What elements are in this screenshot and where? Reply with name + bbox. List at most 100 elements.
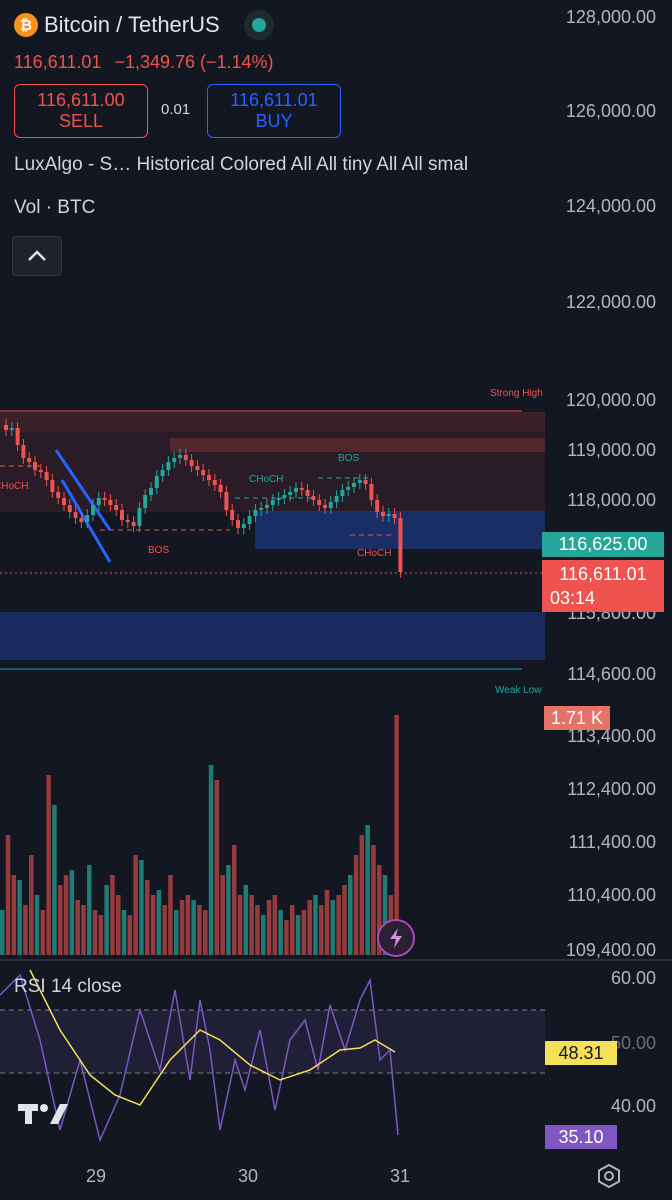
- price-axis-label: 126,000.00: [565, 101, 656, 121]
- candle: [398, 518, 403, 572]
- volume-bar: [63, 875, 69, 955]
- market-status-icon: [251, 18, 266, 32]
- price-axis-label: 110,400.00: [567, 885, 656, 905]
- pair-title[interactable]: Bitcoin / TetherUS: [44, 12, 220, 37]
- choch-label: CHoCH: [357, 548, 392, 559]
- volume-bar: [150, 895, 156, 955]
- candle: [44, 472, 49, 480]
- volume-bar: [98, 915, 104, 955]
- volume-bar: [377, 865, 382, 955]
- sell-price: 116,611.00: [37, 90, 125, 110]
- sell-label: SELL: [58, 111, 104, 131]
- buy-button[interactable]: 116,611.01 BUY: [207, 84, 341, 138]
- volume-bar: [237, 895, 243, 955]
- candle: [282, 495, 287, 498]
- time-axis-label: 30: [238, 1166, 259, 1186]
- candle: [299, 488, 304, 490]
- tradingview-logo-icon: [18, 1104, 68, 1124]
- volume-bar: [319, 905, 324, 955]
- time-axis-label: 31: [390, 1166, 411, 1186]
- volume-bar: [191, 900, 196, 955]
- candle: [27, 458, 32, 462]
- candle: [207, 475, 211, 480]
- volume-tag: 1.71 K: [544, 706, 610, 730]
- candle: [131, 522, 136, 526]
- candle: [56, 492, 61, 498]
- candle: [96, 498, 101, 505]
- strong-high-label: Strong High: [490, 388, 543, 399]
- candle: [137, 508, 142, 526]
- choch-label: CHoCH: [0, 481, 29, 492]
- rsi-legend[interactable]: RSI 14 close: [14, 976, 122, 997]
- price-axis-label: 122,000.00: [565, 292, 656, 312]
- time-axis-label: 29: [86, 1166, 107, 1186]
- price-axis-label: 114,600.00: [567, 664, 656, 684]
- candle: [114, 505, 119, 510]
- candle: [305, 490, 310, 496]
- candle: [21, 445, 26, 458]
- buy-label: BUY: [255, 111, 293, 131]
- candle: [218, 485, 223, 492]
- candle: [108, 500, 113, 505]
- rsi-line: [0, 973, 399, 1143]
- candle: [328, 502, 333, 508]
- luxalgo-indicator-legend[interactable]: LuxAlgo - S… Historical Colored All All …: [14, 154, 469, 175]
- volume-bar: [226, 865, 231, 955]
- sell-button[interactable]: 116,611.00 SELL: [14, 84, 148, 138]
- volume-bar: [272, 895, 278, 955]
- current-price-tag: 116,625.00: [542, 532, 664, 557]
- candle: [212, 480, 217, 485]
- volume-bar: [313, 895, 318, 955]
- chevron-up-icon: [28, 250, 46, 261]
- candle: [236, 520, 240, 528]
- volume-bar: [284, 920, 289, 955]
- last-price-tag: 116,611.01 03:14: [542, 560, 664, 612]
- candle: [323, 505, 327, 508]
- volume-bar: [174, 910, 179, 955]
- candle: [154, 476, 159, 488]
- supply-zone: [0, 412, 545, 432]
- candle: [160, 470, 165, 476]
- volume-bar: [249, 895, 254, 955]
- candle: [15, 428, 20, 445]
- chart-settings-button[interactable]: [596, 1163, 622, 1194]
- candle: [317, 500, 322, 505]
- volume-bar: [46, 775, 51, 955]
- volume-bar: [336, 895, 341, 955]
- volume-bar: [295, 915, 301, 955]
- last-price: 116,611.01: [14, 52, 102, 72]
- volume-bar: [127, 915, 133, 955]
- candle: [85, 515, 90, 522]
- volume-bar: [116, 895, 121, 955]
- volume-bar: [278, 910, 283, 955]
- bos-label: BOS: [338, 453, 360, 464]
- volume-indicator-legend[interactable]: Vol · BTC: [14, 197, 96, 218]
- alerts-button[interactable]: [377, 919, 415, 957]
- candle: [253, 510, 258, 516]
- symbol-header[interactable]: ₿ Bitcoin / TetherUS: [14, 12, 266, 38]
- buy-price: 116,611.01: [230, 90, 318, 110]
- bitcoin-icon: ₿: [14, 13, 38, 37]
- volume-bar: [382, 875, 388, 955]
- volume-bar: [110, 875, 115, 955]
- candle: [62, 498, 66, 505]
- trend-line: [54, 449, 112, 531]
- volume-bar: [359, 835, 365, 955]
- rsi-axis-label: 60.00: [610, 968, 656, 988]
- candle: [149, 488, 153, 495]
- volume-bar: [185, 895, 191, 955]
- candle: [9, 428, 14, 430]
- collapse-legend-button[interactable]: [12, 236, 62, 276]
- candle: [67, 505, 72, 512]
- candle: [247, 516, 252, 524]
- volume-bar: [162, 905, 167, 955]
- volume-bar: [23, 905, 28, 955]
- candle: [189, 460, 194, 466]
- candle: [265, 505, 269, 508]
- volume-bar: [348, 875, 353, 955]
- volume-bar: [179, 900, 185, 955]
- volume-bar: [371, 845, 376, 955]
- candle: [352, 483, 356, 487]
- volume-bar: [261, 915, 266, 955]
